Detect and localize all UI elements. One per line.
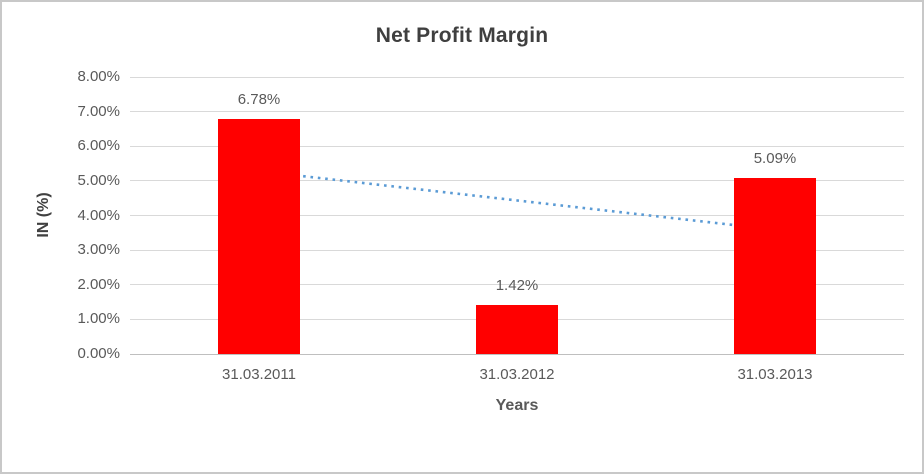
x-axis-tick-label: 31.03.2012 (479, 366, 555, 383)
gridline (130, 215, 904, 216)
bar-31.03.2012 (476, 304, 558, 354)
trendline-dotted-line (258, 169, 776, 231)
gridline (130, 284, 904, 286)
y-axis-tick-label: 1.00% (77, 310, 120, 328)
gridline (130, 249, 904, 251)
x-axis-tick-label: 31.03.2011 (222, 366, 296, 383)
y-axis-tick-label: 5.00% (77, 171, 120, 189)
gridline (130, 145, 904, 147)
y-axis-tick-label: 4.00% (77, 206, 120, 224)
y-axis-tick-label: 8.00% (77, 68, 120, 85)
bar-31.03.2011 (218, 119, 300, 354)
y-axis-tick-label: 3.00% (77, 241, 120, 259)
x-axis-title: Years (495, 397, 539, 414)
bar-value-label: 1.42% (495, 276, 539, 294)
gridline (130, 76, 904, 78)
x-axis-baseline (130, 353, 904, 355)
gridline (130, 111, 904, 113)
bar-value-label: 6.78% (237, 91, 281, 109)
y-axis-tick-label: 2.00% (77, 275, 120, 293)
x-axis-tick-label: 31.03.2013 (737, 366, 813, 383)
trendline (258, 169, 776, 231)
plot-area: 6.78% 1.42% 5.09% (130, 76, 904, 355)
y-axis-tick-label: 0.00% (77, 345, 120, 362)
gridline (130, 180, 904, 182)
bar-value-label: 5.09% (753, 149, 797, 167)
y-axis-tick-label: 7.00% (77, 102, 120, 120)
bar-31.03.2013 (734, 177, 816, 354)
y-axis-tick-label: 6.00% (77, 137, 120, 155)
chart-title: Net Profit Margin (375, 24, 549, 47)
